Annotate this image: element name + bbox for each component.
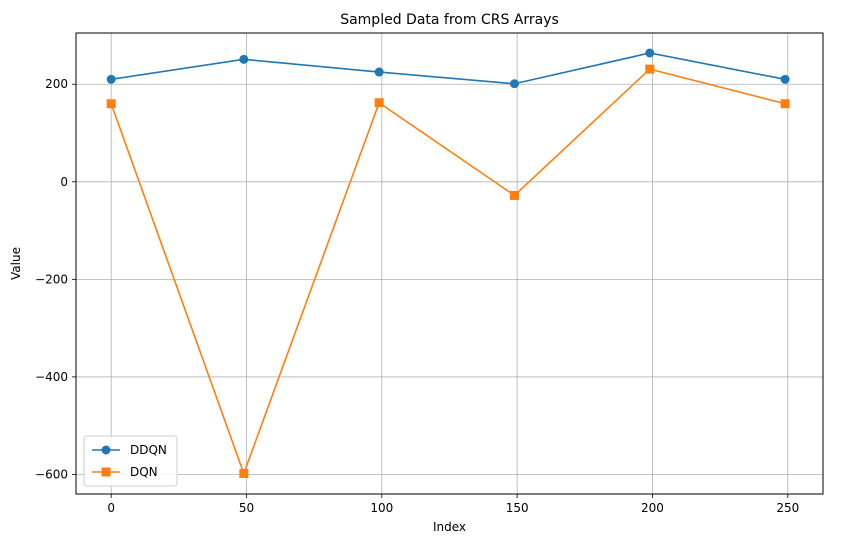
- data-point: [374, 67, 384, 77]
- data-point: [780, 99, 790, 109]
- x-tick-label: 150: [506, 501, 529, 515]
- legend-label: DQN: [130, 465, 158, 479]
- legend-item-ddqn: DDQN: [92, 443, 167, 457]
- y-axis: −600 −400 −200 0 200: [35, 77, 76, 481]
- x-tick-label: 0: [107, 501, 115, 515]
- legend: DDQN DQN: [83, 435, 178, 487]
- data-point: [645, 48, 655, 58]
- data-point: [239, 469, 249, 479]
- y-axis-label: Value: [9, 247, 23, 280]
- grid-lines: [76, 33, 823, 494]
- data-point: [106, 74, 116, 84]
- legend-label: DDQN: [130, 443, 167, 457]
- series-layer: [106, 48, 790, 479]
- plot-frame: [75, 32, 824, 495]
- legend-marker: [101, 467, 111, 477]
- data-point: [239, 54, 249, 64]
- x-tick-label: 50: [239, 501, 254, 515]
- data-point: [106, 99, 116, 109]
- legend-marker: [101, 445, 111, 455]
- y-tick-label: 0: [60, 175, 68, 189]
- series-line: [110, 68, 786, 476]
- x-axis-label: Index: [433, 520, 466, 534]
- x-tick-label: 100: [370, 501, 393, 515]
- y-tick-label: −200: [35, 272, 68, 286]
- data-point: [509, 190, 519, 200]
- series-ddqn: [106, 48, 790, 89]
- y-tick-label: −600: [35, 467, 68, 481]
- data-point: [645, 64, 655, 74]
- data-point: [374, 98, 384, 108]
- legend-item-dqn: DQN: [92, 465, 158, 479]
- y-tick-label: 200: [45, 77, 68, 91]
- y-tick-label: −400: [35, 370, 68, 384]
- x-tick-label: 200: [641, 501, 664, 515]
- x-tick-label: 250: [776, 501, 799, 515]
- data-point: [780, 74, 790, 84]
- data-point: [509, 79, 519, 89]
- x-axis: 0 50 100 150 200 250: [107, 494, 799, 515]
- chart-title: Sampled Data from CRS Arrays: [340, 12, 559, 28]
- series-dqn: [106, 64, 790, 479]
- series-line: [111, 52, 786, 85]
